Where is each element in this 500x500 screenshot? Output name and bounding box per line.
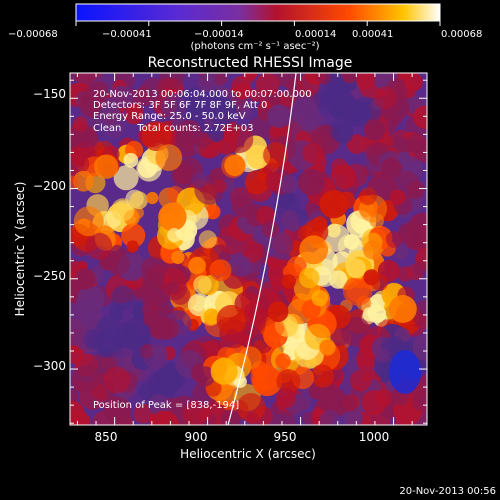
colorbar-ticks xyxy=(75,21,441,26)
footer-timestamp: 20-Nov-2013 00:56 xyxy=(399,486,496,497)
annotation-energy-range: Energy Range: 25.0 - 50.0 keV xyxy=(93,111,246,122)
colorbar-tick-label: −0.00014 xyxy=(194,29,244,40)
x-tick-label: 1000 xyxy=(359,430,390,444)
colorbar-tick-label: 0.00068 xyxy=(441,29,482,40)
colorbar-tick-label: 0.00014 xyxy=(295,29,336,40)
y-tick-label: −300 xyxy=(33,359,66,373)
colorbar-tick-label: −0.00068 xyxy=(8,29,58,40)
annotation-clean-counts: Clean Total counts: 2.72E+03 xyxy=(93,123,253,134)
x-tick-label: 950 xyxy=(274,430,297,444)
image-title: Reconstructed RHESSI Image xyxy=(148,55,353,71)
solar-limb-line xyxy=(227,73,297,425)
y-tick-label: −150 xyxy=(33,87,66,101)
annotation-detectors: Detectors: 3F 5F 6F 7F 8F 9F, Att 0 xyxy=(93,100,267,111)
rhessi-image-map xyxy=(70,73,427,425)
x-tick-label: 900 xyxy=(185,430,208,444)
colorbar xyxy=(75,3,441,22)
colorbar-tick-label: −0.00041 xyxy=(102,29,152,40)
y-tick-label: −200 xyxy=(33,179,66,193)
x-axis-label: Heliocentric X (arcsec) xyxy=(180,447,316,461)
annotation-time-range: 20-Nov-2013 00:06:04.000 to 00:07:00.000 xyxy=(93,89,312,100)
peak-position-label: Position of Peak = [838,-194] xyxy=(93,400,239,411)
y-axis-label: Heliocentric Y (arcsec) xyxy=(13,182,27,317)
colorbar-tick-label: 0.00041 xyxy=(352,29,393,40)
y-tick-label: −250 xyxy=(33,269,66,283)
plot-frame xyxy=(69,72,428,426)
axis-ticks xyxy=(70,73,427,425)
colorbar-units-label: (photons cm⁻² s⁻¹ asec⁻²) xyxy=(190,41,319,52)
x-tick-label: 850 xyxy=(95,430,118,444)
